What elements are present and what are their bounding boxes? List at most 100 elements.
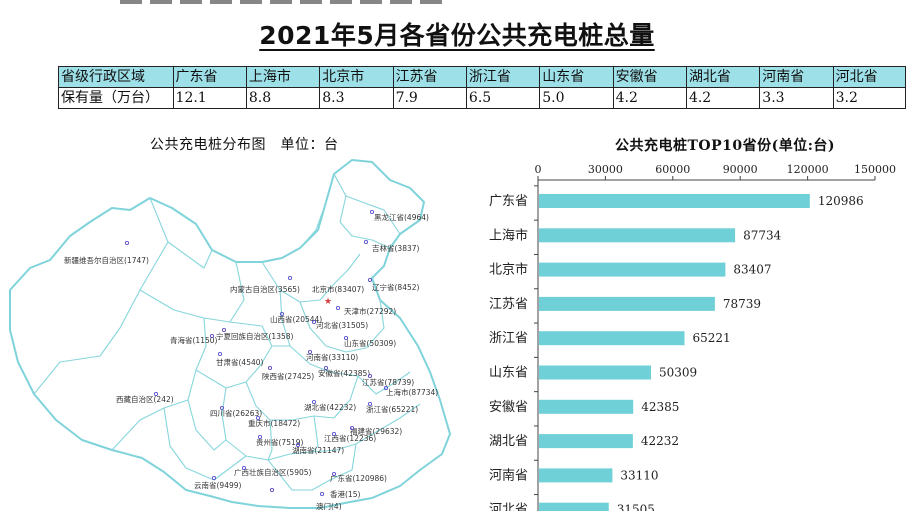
map-marker — [307, 349, 313, 355]
map-title: 公共充电桩分布图 单位：台 — [150, 137, 339, 153]
table-cell-province: 河北省 — [832, 66, 907, 88]
x-tick-label: 0 — [535, 163, 542, 176]
chart-title: 公共充电桩TOP10省份(单位:台) — [614, 138, 836, 154]
bar — [539, 399, 634, 414]
x-tick-label: 120000 — [787, 163, 829, 176]
x-tick-label: 90000 — [723, 163, 758, 176]
map-marker — [369, 209, 375, 215]
label-heilongjiang: 黑龙江省(4964) — [374, 212, 429, 222]
china-distribution-map: 黑龙江省(4964) 吉林省(3837) 新疆维吾尔自治区(1747) 内蒙古自… — [9, 159, 451, 511]
label-chongqing: 重庆市(18472) — [248, 418, 300, 428]
label-jiangxi: 江西省(12236) — [324, 433, 376, 443]
map-marker — [319, 491, 325, 497]
map-outline — [9, 159, 451, 509]
map-marker — [219, 405, 225, 411]
category-label: 广东省 — [489, 194, 528, 209]
map-border — [221, 387, 421, 461]
bar — [539, 331, 685, 346]
label-tianjin: 天津市(27292) — [344, 306, 396, 316]
province-labels: 黑龙江省(4964) 吉林省(3837) 新疆维吾尔自治区(1747) 内蒙古自… — [64, 212, 438, 511]
label-beijing: 北京市(83407) — [312, 284, 364, 294]
map-marker — [257, 434, 263, 440]
category-label: 北京市 — [489, 262, 528, 278]
label-shaanxi: 陕西省(27425) — [262, 371, 314, 381]
category-label: 湖北省 — [489, 434, 528, 449]
top10-bar-chart: 0 30000 60000 90000 120000 150000 广东省 120986 上海市… — [489, 163, 896, 511]
table-cell-value: 3.3 — [759, 87, 834, 109]
map-marker — [124, 240, 130, 246]
bar — [539, 194, 810, 208]
table-cell-value: 8.3 — [319, 87, 394, 109]
table-header-label: 省级行政区域 — [58, 66, 174, 88]
label-anhui: 安徽省(42385) — [318, 368, 370, 378]
map-border — [139, 261, 245, 323]
label-neimenggu: 内蒙古自治区(3565) — [230, 284, 300, 294]
map-marker — [349, 425, 355, 431]
bar — [539, 365, 652, 380]
map-border — [311, 415, 319, 453]
map-marker — [221, 327, 227, 333]
map-marker — [267, 365, 273, 371]
table-cell-province: 广东省 — [172, 66, 247, 88]
label-jilin: 吉林省(3837) — [372, 243, 420, 253]
label-sichuan: 四川省(26263) — [210, 408, 262, 418]
map-border — [272, 289, 291, 347]
map-marker — [363, 239, 369, 245]
map-marker — [323, 365, 329, 371]
table-cell-value: 4.2 — [612, 87, 687, 109]
table-cell-province: 安徽省 — [612, 66, 687, 88]
table-cell-province: 江苏省 — [392, 66, 467, 88]
map-border — [299, 201, 327, 249]
province-table: 省级行政区域 广东省 上海市 北京市 江苏省 浙江省 山东省 安徽省 湖北省 河… — [58, 66, 907, 109]
map-marker — [367, 373, 373, 379]
map-marker — [211, 475, 217, 481]
label-shanxi: 山西省(20544) — [270, 314, 322, 324]
bar — [539, 262, 726, 277]
label-hubei: 湖北省(42232) — [304, 402, 356, 412]
bar — [539, 468, 613, 483]
label-hunan: 湖南省(21147) — [292, 445, 344, 455]
value-label: 87734 — [743, 228, 782, 242]
category-label: 上海市 — [489, 227, 528, 243]
value-label: 50309 — [659, 366, 697, 380]
bar — [539, 434, 633, 449]
map-marker — [287, 275, 293, 281]
map-marker — [367, 401, 373, 407]
map-border — [163, 407, 247, 481]
label-liaoning: 辽宁省(8452) — [372, 282, 420, 292]
map-marker — [311, 399, 317, 405]
table-row-values: 保有量（万台） 12.1 8.8 8.3 7.9 6.5 5.0 4.2 4.2… — [58, 87, 907, 109]
category-label: 江苏省 — [489, 296, 528, 312]
label-xinjiang: 新疆维吾尔自治区(1747) — [64, 255, 149, 265]
table-cell-value: 6.5 — [465, 87, 541, 109]
map-marker — [217, 351, 223, 357]
map-border — [187, 399, 227, 451]
label-guangdong: 广东省(120986) — [330, 473, 387, 483]
table-cell-value: 3.2 — [832, 87, 907, 109]
table-cell-value: 5.0 — [539, 87, 614, 109]
table-cell-province: 河南省 — [759, 66, 834, 88]
map-marker — [209, 333, 215, 339]
x-tick-label: 150000 — [854, 163, 896, 176]
x-tick-label: 30000 — [588, 163, 623, 176]
table-cell-value: 12.1 — [172, 87, 247, 109]
table-row-provinces: 省级行政区域 广东省 上海市 北京市 江苏省 浙江省 山东省 安徽省 湖北省 河… — [58, 66, 907, 88]
map-marker — [269, 487, 275, 493]
map-border — [149, 197, 213, 269]
label-xizang: 西藏自治区(242) — [116, 394, 174, 404]
label-shandong: 山东省(50309) — [344, 338, 396, 348]
label-shanghai: 上海市(87734) — [386, 387, 438, 397]
label-yunnan: 云南省(9499) — [194, 480, 242, 490]
label-macau: 澳门(4) — [316, 501, 342, 511]
map-marker — [311, 319, 317, 325]
map-border — [339, 195, 391, 249]
map-markers — [124, 209, 389, 497]
label-ningxia: 宁夏回族自治区(1358) — [216, 331, 294, 341]
label-hebei: 河北省(31505) — [316, 320, 368, 330]
table-row-label: 保有量（万台） — [58, 87, 174, 109]
label-guangxi: 广西壮族自治区(5905) — [234, 467, 312, 477]
table-cell-value: 8.8 — [245, 87, 321, 109]
label-zhejiang: 浙江省(65221) — [366, 404, 418, 414]
map-border — [261, 253, 361, 303]
map-border — [245, 375, 359, 421]
